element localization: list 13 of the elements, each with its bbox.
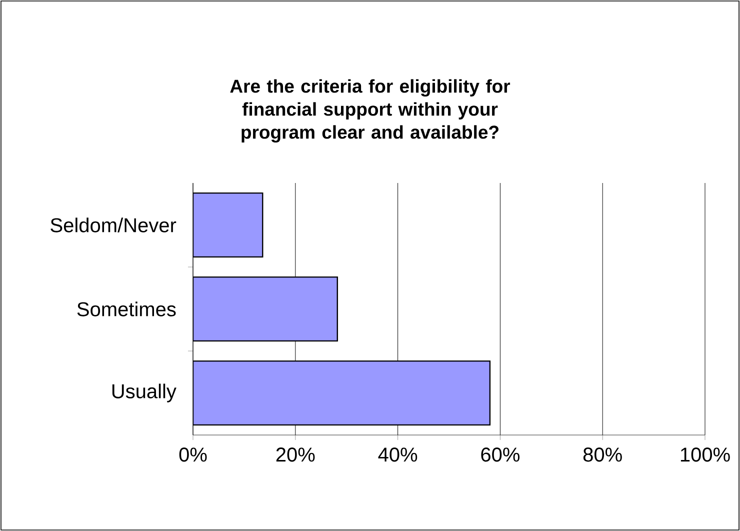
y-tick-label: Seldom/Never — [50, 218, 176, 232]
x-tick-label: 60% — [481, 448, 520, 462]
x-tick-label: 20% — [276, 448, 315, 462]
chart-title: Are the criteria for eligibility for financial support within your program clear and available? — [230, 79, 510, 143]
y-tick-label: Usually — [112, 384, 176, 402]
bar — [193, 192, 264, 258]
bar — [193, 360, 491, 426]
x-tick-label: 40% — [378, 448, 418, 462]
x-tick-label: 100% — [680, 448, 730, 462]
x-tick-label: 80% — [583, 448, 622, 462]
x-tick-label: 0% — [179, 448, 207, 462]
bar — [193, 276, 338, 342]
y-tick-label: Sometimes — [77, 302, 176, 316]
